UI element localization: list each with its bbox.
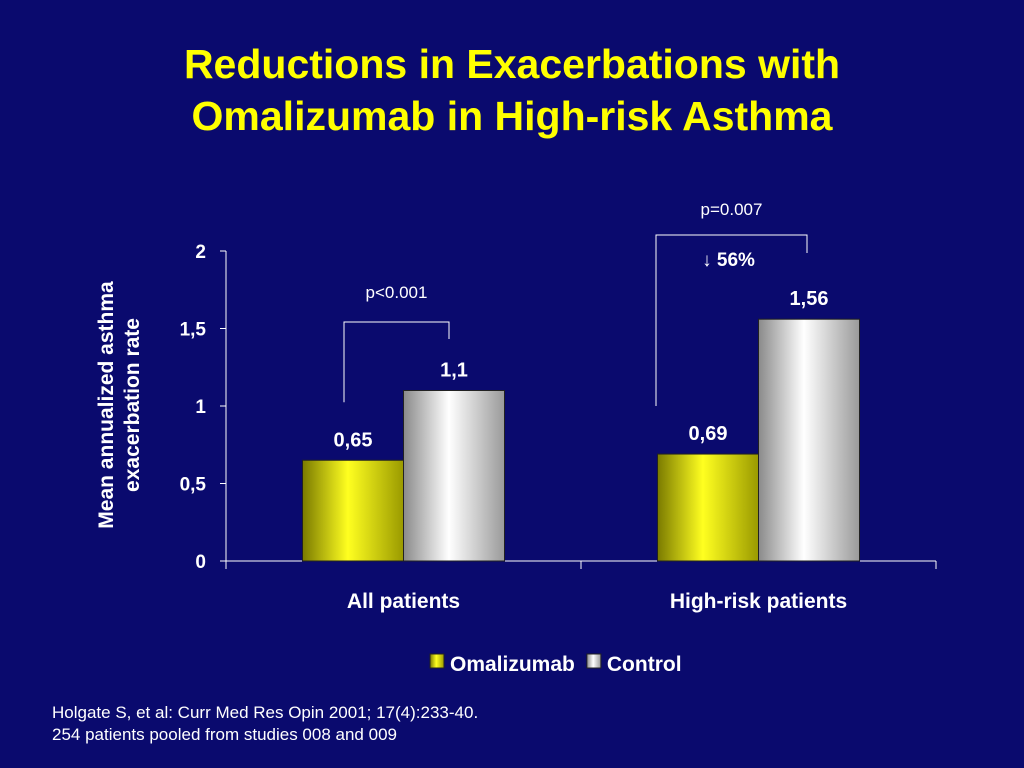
bar-value-label: 1,1	[440, 360, 468, 382]
legend-label: Omalizumab	[450, 653, 575, 676]
p-value-label: p<0.001	[366, 283, 428, 302]
chart-axes: 0 0,5 1 1,5 2 All patients High-risk patients M…	[95, 242, 937, 613]
bar-control	[758, 318, 860, 562]
x-category-label: All patients	[347, 590, 460, 613]
bar-omalizumab	[657, 453, 759, 562]
bar-value-label: 1,56	[790, 288, 829, 310]
y-tick-label: 2	[195, 242, 206, 263]
chart-legend: Omalizumab Control	[429, 653, 682, 676]
chart-annotations: p<0.001 p=0.007 ↓ 56%	[343, 200, 808, 407]
footnote-line-1: Holgate S, et al: Curr Med Res Opin 2001…	[52, 703, 479, 722]
y-tick-label: 0	[195, 552, 206, 573]
x-category-label: High-risk patients	[670, 590, 847, 613]
legend-swatch-control	[586, 653, 602, 669]
legend-swatch-omalizumab	[429, 653, 445, 669]
footnote: Holgate S, et al: Curr Med Res Opin 2001…	[52, 702, 478, 746]
title-line-2: Omalizumab in High-risk Asthma	[191, 93, 833, 139]
y-tick-label: 1,5	[180, 320, 207, 341]
bar-omalizumab	[302, 459, 404, 562]
y-tick-label: 1	[195, 397, 206, 418]
y-tick-label: 0,5	[180, 475, 207, 496]
bar-value-label: 0,65	[334, 429, 373, 451]
significance-bracket	[343, 321, 450, 403]
significance-bracket	[655, 234, 808, 407]
title-line-1: Reductions in Exacerbations with	[183, 41, 841, 87]
footnote-line-2: 254 patients pooled from studies 008 and…	[52, 725, 397, 744]
chart-bars: 0,65 1,1 0,69 1,56	[302, 288, 860, 562]
reduction-label: ↓ 56%	[702, 250, 755, 271]
bar-control	[403, 390, 505, 562]
slide-title: Reductions in Exacerbations with Omalizu…	[0, 38, 1024, 142]
legend-label: Control	[607, 653, 682, 676]
y-axis-label: Mean annualized asthma exacerbation rate	[95, 281, 144, 529]
y-axis-label-line-1: Mean annualized asthma	[95, 281, 118, 529]
bar-value-label: 0,69	[689, 423, 728, 445]
p-value-label: p=0.007	[701, 200, 763, 219]
y-axis-label-line-2: exacerbation rate	[121, 318, 144, 492]
